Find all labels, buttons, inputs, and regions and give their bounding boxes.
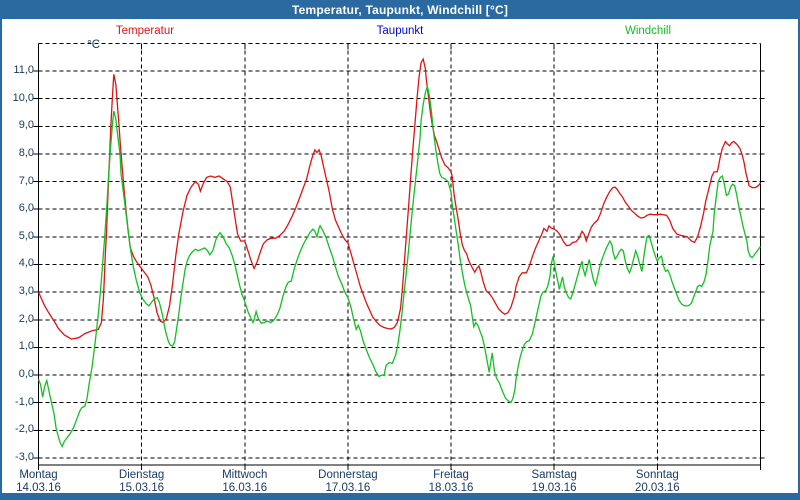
series-line-windchill: [37, 86, 762, 448]
day-date-label: 14.03.16: [16, 482, 61, 494]
y-tick-label: 2,0: [18, 312, 34, 325]
y-tick-label: 11,0: [13, 64, 34, 76]
y-tick-label: -1,0: [15, 395, 34, 408]
y-tick-label: 5,0: [18, 229, 34, 242]
day-date-label: 18.03.16: [428, 482, 474, 494]
day-name-label: Freitag: [433, 469, 469, 481]
y-tick-label: 7,0: [18, 174, 34, 187]
y-tick-label: 4,0: [18, 257, 34, 270]
y-tick-label: 3,0: [18, 285, 34, 298]
day-name-label: Sonntag: [635, 469, 679, 481]
y-tick-label: 6,0: [18, 202, 34, 215]
day-date-label: 20.03.16: [634, 482, 680, 494]
day-name-label: Montag: [19, 469, 58, 481]
window-title: Temperatur, Taupunkt, Windchill [°C]: [291, 2, 509, 17]
y-tick-label: 8,0: [18, 146, 34, 159]
day-date-label: 17.03.16: [325, 482, 371, 494]
y-tick-label: 0,0: [18, 368, 34, 381]
legend-item-taupunkt: Taupunkt: [376, 25, 424, 37]
day-name-label: Mittwoch: [222, 469, 268, 481]
legend-item-windchill: Windchill: [624, 25, 671, 37]
y-tick-label: 1,0: [18, 340, 34, 353]
series-line-temperatur: [37, 57, 762, 340]
day-date-label: 19.03.16: [531, 482, 577, 494]
y-tick-label: -2,0: [15, 423, 34, 436]
y-tick-label: 9,0: [18, 119, 34, 132]
legend-item-temperatur: Temperatur: [115, 25, 175, 37]
window-border-right: [798, 19, 800, 500]
day-name-label: Dienstag: [118, 469, 165, 481]
y-tick-label: 10,0: [12, 91, 34, 104]
bottom-bar: [0, 493, 800, 500]
day-date-label: 15.03.16: [119, 482, 164, 494]
y-axis-unit-label: °C: [87, 39, 100, 51]
day-date-label: 16.03.16: [222, 482, 268, 494]
y-tick-label: -3,0: [15, 450, 34, 463]
title-bar: Temperatur, Taupunkt, Windchill [°C]: [0, 0, 800, 19]
window-border-left: [0, 19, 2, 500]
day-name-label: Donnerstag: [318, 469, 378, 481]
day-name-label: Samstag: [531, 469, 577, 481]
